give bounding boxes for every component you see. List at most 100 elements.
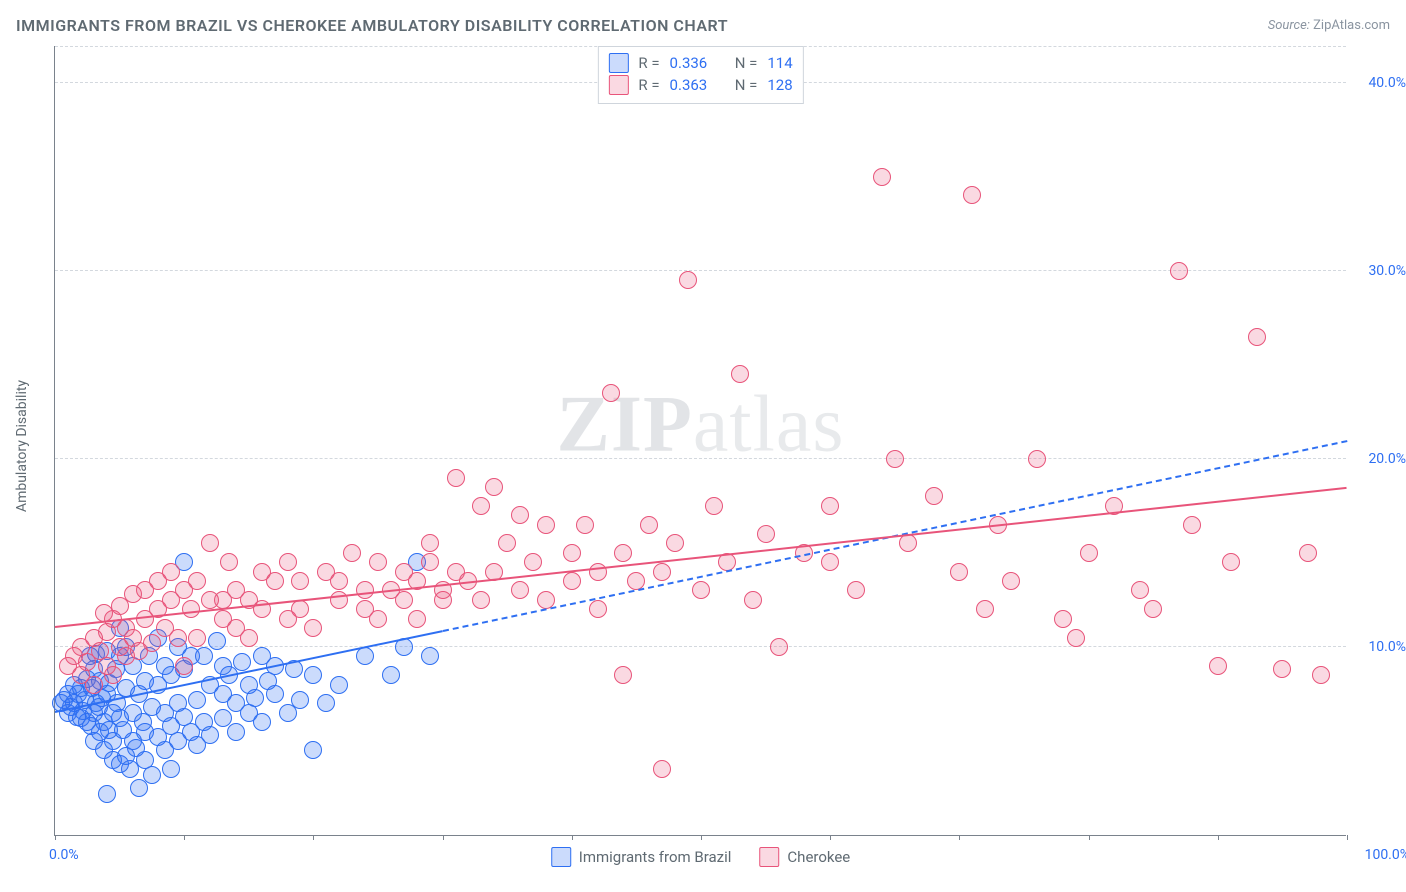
legend-n-label: N = [735, 76, 758, 94]
scatter-point [692, 581, 710, 599]
scatter-point [1183, 516, 1201, 534]
scatter-point [1312, 666, 1330, 684]
scatter-point [576, 516, 594, 534]
scatter-point [98, 785, 116, 803]
scatter-point [188, 572, 206, 590]
scatter-point [162, 563, 180, 581]
x-tick-mark [184, 835, 185, 840]
scatter-point [304, 619, 322, 637]
scatter-point [421, 534, 439, 552]
scatter-point [614, 666, 632, 684]
legend-row: R = 0.363 N = 128 [608, 75, 792, 95]
scatter-point [976, 600, 994, 618]
legend-item: Cherokee [759, 847, 850, 867]
scatter-point [233, 653, 251, 671]
scatter-point [201, 726, 219, 744]
legend-item: Immigrants from Brazil [551, 847, 732, 867]
scatter-point [770, 638, 788, 656]
scatter-point [421, 647, 439, 665]
legend-r-label: R = [638, 76, 659, 94]
x-tick-mark [55, 835, 56, 840]
y-axis-label: Ambulatory Disability [14, 380, 30, 512]
scatter-point [589, 563, 607, 581]
scatter-point [731, 365, 749, 383]
scatter-point [614, 544, 632, 562]
scatter-point [1144, 600, 1162, 618]
scatter-point [847, 581, 865, 599]
scatter-point [317, 694, 335, 712]
legend-swatch [551, 847, 571, 867]
x-tick-mark [443, 835, 444, 840]
scatter-point [485, 478, 503, 496]
scatter-point [1054, 610, 1072, 628]
scatter-point [253, 713, 271, 731]
scatter-point [169, 629, 187, 647]
x-tick-mark [1347, 835, 1348, 840]
scatter-point [511, 506, 529, 524]
scatter-point [330, 572, 348, 590]
scatter-point [85, 676, 103, 694]
scatter-point [563, 572, 581, 590]
x-tick-mark [701, 835, 702, 840]
x-tick-mark [572, 835, 573, 840]
scatter-point [963, 186, 981, 204]
legend-n-label: N = [735, 54, 758, 72]
scatter-point [208, 632, 226, 650]
scatter-point [1222, 553, 1240, 571]
x-axis-min-label: 0.0% [49, 847, 79, 863]
source-name: ZipAtlas.com [1313, 18, 1390, 33]
scatter-point [1002, 572, 1020, 590]
legend-swatch [759, 847, 779, 867]
scatter-point [563, 544, 581, 562]
scatter-point [227, 723, 245, 741]
scatter-point [744, 591, 762, 609]
scatter-point [666, 534, 684, 552]
legend-r-value: 0.363 [670, 76, 708, 94]
scatter-point [220, 553, 238, 571]
scatter-point [679, 271, 697, 289]
legend-series-label: Immigrants from Brazil [579, 848, 732, 866]
scatter-point [537, 516, 555, 534]
y-tick-label: 40.0% [1356, 75, 1406, 91]
scatter-point [950, 563, 968, 581]
scatter-point [291, 691, 309, 709]
scatter-point [266, 572, 284, 590]
scatter-point [195, 647, 213, 665]
scatter-point [1248, 328, 1266, 346]
scatter-point [653, 563, 671, 581]
scatter-point [246, 689, 264, 707]
watermark-rest: atlas [693, 380, 845, 468]
x-axis-max-label: 100.0% [1365, 847, 1406, 863]
scatter-point [757, 525, 775, 543]
x-tick-mark [313, 835, 314, 840]
scatter-point [330, 591, 348, 609]
scatter-point [382, 666, 400, 684]
legend-row: R = 0.336 N = 114 [608, 53, 792, 73]
source-label: Source: [1268, 18, 1310, 33]
scatter-point [395, 591, 413, 609]
legend-r-label: R = [638, 54, 659, 72]
scatter-point [873, 168, 891, 186]
watermark-bold: ZIP [557, 380, 693, 468]
scatter-point [421, 553, 439, 571]
scatter-point [240, 629, 258, 647]
scatter-point [304, 741, 322, 759]
scatter-point [201, 534, 219, 552]
chart-title: IMMIGRANTS FROM BRAZIL VS CHEROKEE AMBUL… [16, 16, 728, 35]
scatter-point [821, 497, 839, 515]
scatter-point [524, 553, 542, 571]
correlation-legend: R = 0.336 N = 114R = 0.363 N = 128 [597, 46, 803, 104]
scatter-point [886, 450, 904, 468]
legend-swatch [608, 53, 628, 73]
x-tick-mark [1218, 835, 1219, 840]
scatter-point [447, 469, 465, 487]
scatter-point [1170, 262, 1188, 280]
scatter-point [182, 600, 200, 618]
legend-swatch [608, 75, 628, 95]
scatter-point [705, 497, 723, 515]
scatter-point [291, 572, 309, 590]
x-tick-mark [830, 835, 831, 840]
source-attribution: Source: ZipAtlas.com [1268, 18, 1390, 33]
scatter-point [356, 647, 374, 665]
scatter-point [1299, 544, 1317, 562]
